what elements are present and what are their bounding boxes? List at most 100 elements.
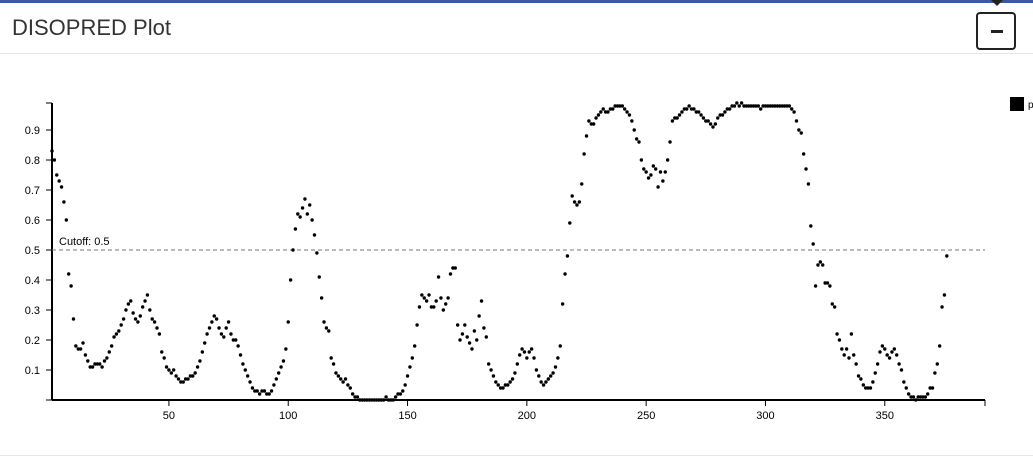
data-point — [250, 386, 255, 390]
data-point — [140, 305, 145, 309]
data-point — [811, 242, 815, 246]
data-point — [408, 365, 412, 369]
data-point — [188, 374, 193, 378]
data-point — [107, 350, 111, 354]
data-point — [129, 299, 133, 303]
data-point — [484, 335, 488, 339]
data-point — [181, 380, 185, 384]
data-point — [396, 392, 400, 396]
data-point — [608, 107, 613, 111]
data-point — [303, 197, 307, 201]
data-point — [86, 359, 90, 363]
data-point — [477, 314, 481, 318]
data-point — [205, 332, 209, 336]
data-point — [322, 320, 326, 324]
data-point — [816, 263, 820, 267]
data-point — [708, 122, 713, 126]
x-tick-label: 300 — [756, 410, 774, 422]
data-point — [658, 170, 663, 174]
data-point — [243, 368, 247, 372]
x-tick-label: 100 — [279, 410, 297, 422]
panel-top-border — [0, 0, 1033, 3]
data-point — [379, 398, 383, 402]
data-point — [222, 335, 226, 339]
data-point — [291, 248, 295, 252]
data-point — [699, 113, 703, 117]
data-point — [739, 101, 744, 105]
data-point — [804, 167, 808, 171]
data-point — [152, 320, 157, 324]
data-point — [343, 377, 348, 381]
data-point — [305, 212, 310, 216]
data-point — [620, 104, 624, 108]
data-point — [887, 356, 892, 360]
data-point — [455, 323, 460, 327]
data-point — [935, 362, 939, 366]
legend-label: p — [1028, 100, 1033, 111]
data-point — [718, 113, 722, 117]
data-point — [522, 350, 527, 354]
data-point — [670, 119, 675, 123]
data-point — [150, 317, 154, 321]
data-point — [794, 119, 799, 123]
data-point — [391, 398, 395, 402]
data-point — [933, 371, 937, 375]
data-point — [410, 356, 415, 360]
data-point — [572, 200, 577, 204]
data-point — [580, 182, 584, 186]
data-point — [582, 152, 586, 156]
data-point — [475, 338, 479, 342]
data-point — [339, 377, 343, 381]
data-point — [174, 374, 178, 378]
data-point — [840, 347, 844, 351]
data-point — [587, 119, 591, 123]
data-point — [558, 344, 562, 348]
data-point — [918, 395, 923, 399]
data-point — [778, 104, 782, 108]
data-point — [274, 377, 279, 381]
y-tick-label: 0.5 — [25, 245, 40, 257]
data-point — [145, 293, 150, 297]
data-point — [374, 398, 379, 402]
data-point — [835, 332, 839, 336]
data-point — [293, 227, 298, 231]
data-point — [463, 323, 467, 327]
data-point — [615, 104, 620, 108]
data-point — [704, 119, 708, 123]
data-point — [203, 341, 207, 345]
data-point — [627, 113, 632, 117]
data-point — [71, 317, 76, 321]
data-point — [751, 104, 756, 108]
data-point — [212, 314, 216, 318]
data-point — [773, 104, 777, 108]
data-point — [355, 395, 360, 399]
data-point — [234, 338, 238, 342]
data-point — [164, 365, 169, 369]
data-point — [236, 344, 240, 348]
data-point — [847, 356, 851, 360]
data-point — [81, 341, 85, 345]
collapse-button[interactable] — [976, 12, 1016, 50]
data-point — [520, 347, 524, 351]
data-point — [916, 395, 920, 399]
data-point — [797, 128, 801, 132]
data-point — [868, 386, 873, 390]
data-point — [432, 305, 436, 309]
data-point — [742, 104, 746, 108]
data-point — [506, 383, 510, 387]
data-point — [818, 260, 823, 264]
data-point — [422, 296, 426, 300]
data-point — [873, 371, 877, 375]
data-point — [298, 215, 302, 219]
data-point — [489, 368, 493, 372]
data-point — [895, 353, 899, 357]
data-point — [179, 380, 183, 384]
data-point — [735, 101, 739, 105]
x-tick-label: 150 — [398, 410, 416, 422]
data-point — [460, 332, 465, 336]
data-point — [856, 374, 861, 378]
data-point — [792, 110, 796, 114]
data-point — [720, 113, 725, 117]
data-point — [823, 281, 827, 285]
